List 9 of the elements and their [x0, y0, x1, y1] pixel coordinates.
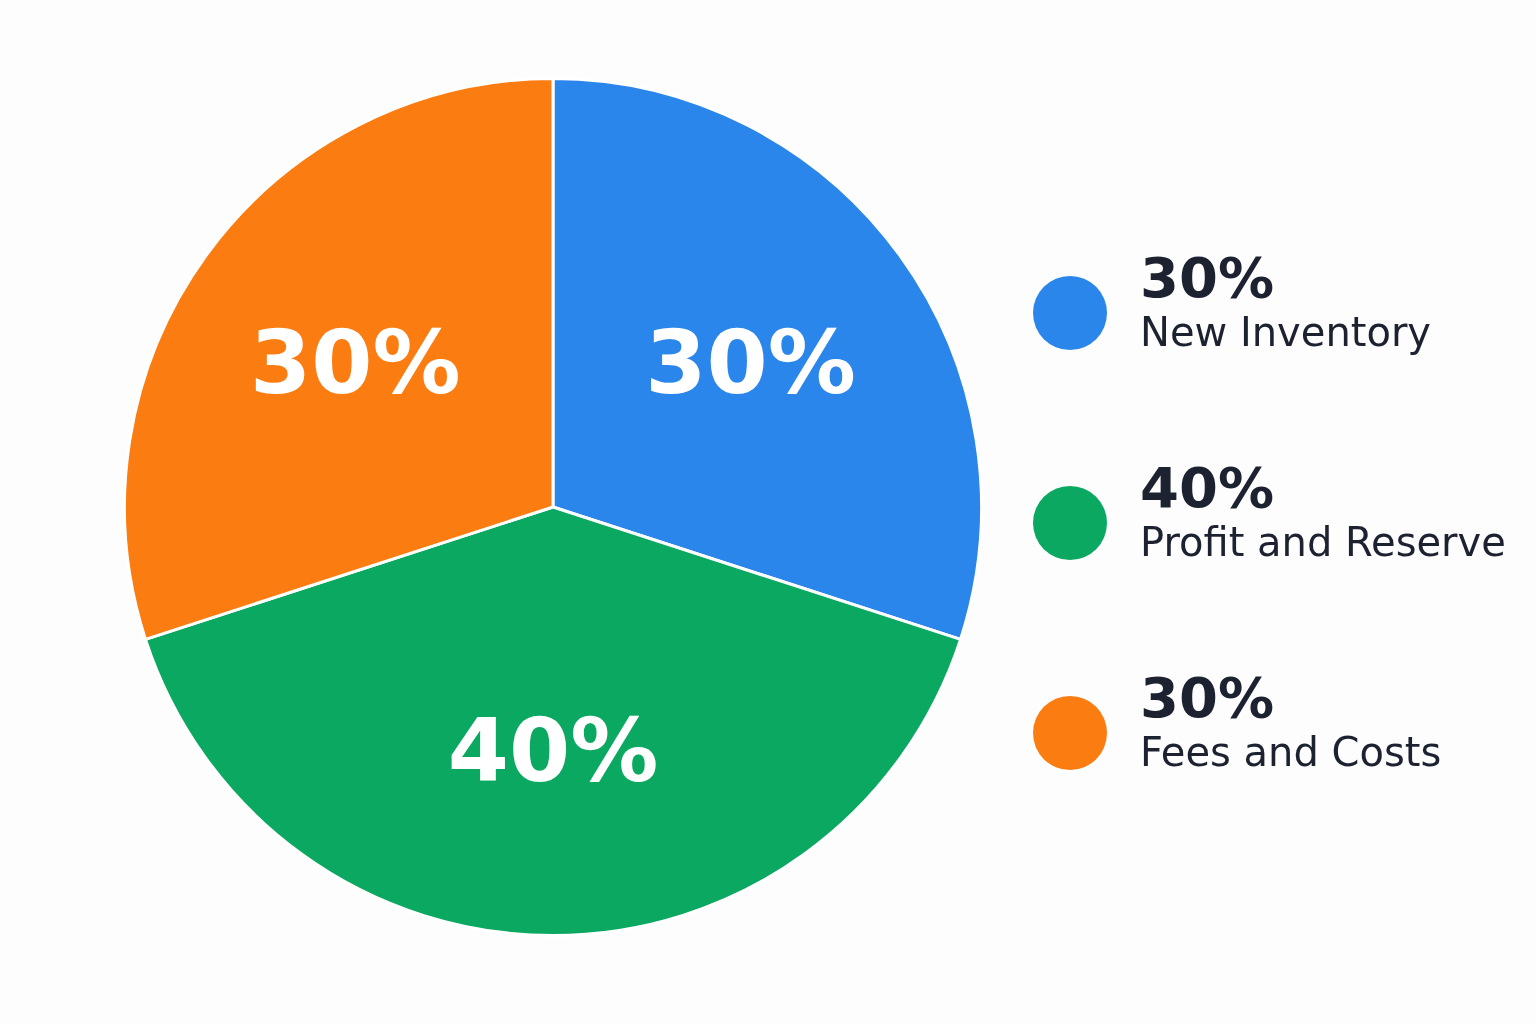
text: 40% [1140, 455, 1275, 520]
data-label: 30% [645, 311, 856, 415]
legend-label: Fees and Costs [1140, 729, 1442, 775]
text: 30% [1140, 665, 1275, 730]
legend-label: Profit and Reserve [1140, 519, 1506, 565]
data-label: 40% [447, 699, 659, 803]
legend-label: New Inventory [1140, 309, 1432, 355]
text: 30% [1140, 245, 1275, 310]
data-label: 30% [250, 311, 461, 415]
